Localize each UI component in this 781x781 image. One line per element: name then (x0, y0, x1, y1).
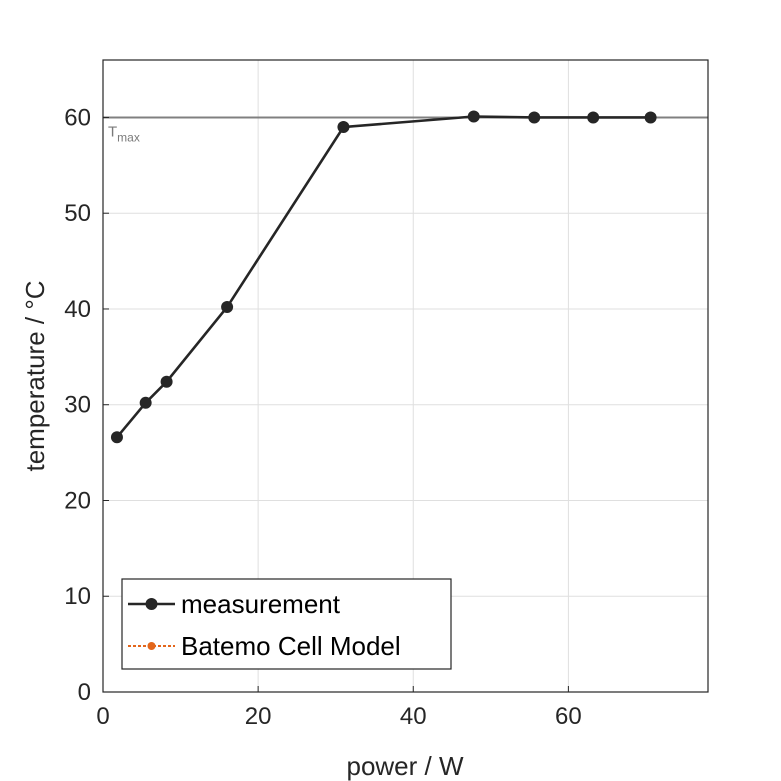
x-tick-label: 20 (245, 703, 272, 730)
x-tick-label: 60 (555, 703, 582, 730)
x-tick-label: 40 (400, 703, 427, 730)
y-tick-label: 0 (78, 679, 91, 706)
y-tick-label: 30 (64, 392, 91, 419)
data-point (139, 396, 152, 409)
data-point (528, 111, 541, 124)
tmax-label: Tmax (108, 123, 140, 144)
legend-items: measurement Batemo Cell Model (128, 589, 401, 661)
legend-marker (147, 642, 156, 650)
tmax-label-main: T (108, 123, 117, 140)
data-point (160, 375, 173, 388)
data-point (467, 110, 480, 123)
data-point (221, 301, 234, 314)
plot-frame (102, 59, 709, 693)
legend: measurement Batemo Cell Model (121, 578, 452, 670)
data-point (587, 111, 600, 124)
data-point (644, 111, 657, 124)
series-group (110, 110, 657, 444)
x-tick-label: 0 (96, 703, 109, 730)
legend-marker (145, 598, 158, 610)
y-axis-title: temperature / °C (20, 280, 50, 471)
y-tick-label: 10 (64, 583, 91, 610)
y-tick-label: 50 (64, 200, 91, 227)
legend-box (121, 578, 452, 670)
y-tick-label: 40 (64, 296, 91, 323)
x-tick-labels: 0 20 40 60 (96, 686, 582, 730)
x-axis-title: power / W (346, 751, 463, 781)
y-tick-label: 20 (64, 487, 91, 514)
data-point (337, 121, 350, 134)
data-point (110, 431, 123, 444)
y-tick-label: 60 (64, 104, 91, 131)
legend-label: measurement (181, 589, 341, 619)
legend-label: Batemo Cell Model (181, 631, 401, 661)
y-tick-labels: 0 10 20 30 40 50 60 (64, 104, 109, 706)
tmax-label-sub: max (117, 130, 140, 144)
